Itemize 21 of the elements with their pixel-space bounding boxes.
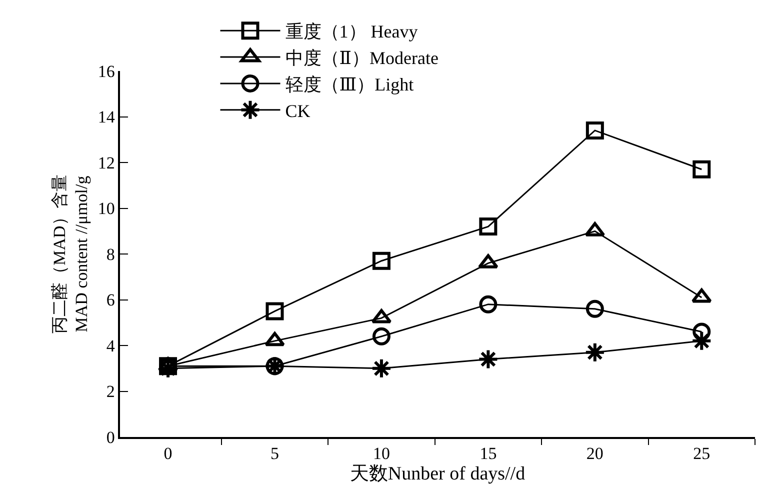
x-tick-label: 10	[372, 444, 390, 464]
y-axis-title: 丙二醛（MAD）含量 MAD content //μmol/g	[50, 174, 91, 334]
y-tick-label: 14	[98, 108, 116, 127]
y-tick-label: 8	[106, 244, 115, 264]
x-tick-label: 5	[270, 444, 279, 464]
y-tick-label: 16	[98, 62, 115, 81]
y-tick-label: 12	[98, 153, 115, 172]
x-tick-label: 20	[586, 444, 604, 464]
x-axis-title: 天数Nunber of days//d	[350, 463, 526, 484]
y-tick-label: 2	[106, 382, 115, 402]
y-tick-label: 10	[98, 199, 115, 218]
legend-label: 重度（1） Heavy	[285, 22, 418, 42]
y-tick-label: 0	[106, 428, 115, 447]
x-tick-label: 0	[164, 444, 172, 464]
legend-label: CK	[285, 100, 310, 121]
legend-label: 轻度（Ⅲ）Light	[285, 74, 414, 94]
x-tick-label: 25	[693, 444, 710, 464]
y-tick-label: 4	[106, 336, 116, 356]
y-tick-label: 6	[106, 290, 115, 310]
x-tick-label: 15	[480, 444, 497, 464]
legend-label: 中度（Ⅱ）Moderate	[285, 48, 438, 68]
